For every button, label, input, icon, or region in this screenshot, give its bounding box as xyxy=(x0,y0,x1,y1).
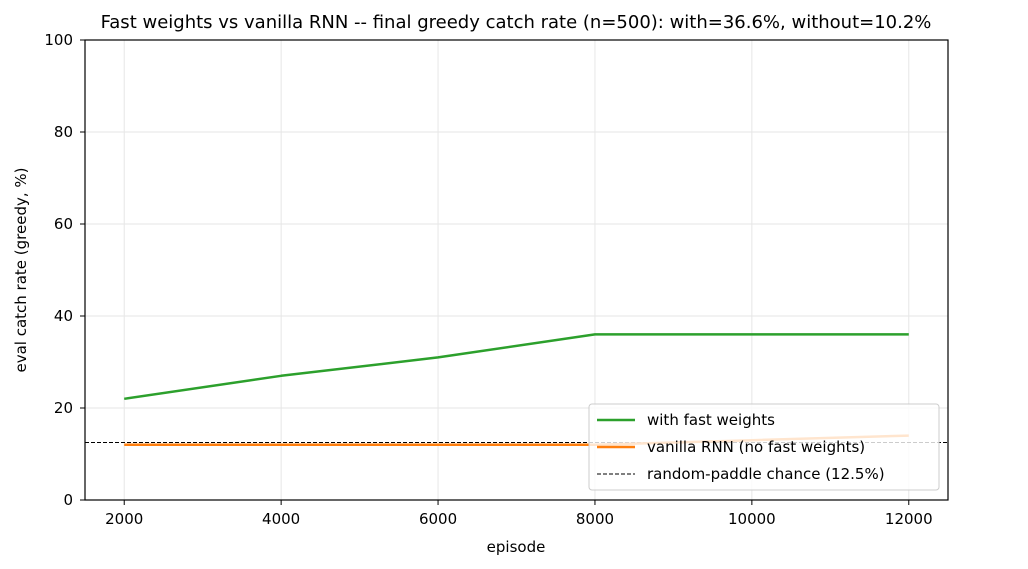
y-tick-label: 100 xyxy=(44,31,73,49)
x-axis-label: episode xyxy=(487,538,546,556)
legend: with fast weights vanilla RNN (no fast we… xyxy=(588,403,940,491)
y-tick-label: 60 xyxy=(54,215,73,233)
x-tick-label: 10000 xyxy=(728,510,776,528)
series-line-0 xyxy=(124,333,909,401)
y-tick-label: 0 xyxy=(63,491,73,509)
plot-frame xyxy=(84,39,949,501)
legend-label-1: vanilla RNN (no fast weights) xyxy=(647,438,865,456)
y-axis-label: eval catch rate (greedy, %) xyxy=(12,167,30,372)
x-axis: 2000 4000 6000 8000 10000 12000 xyxy=(105,500,933,528)
y-tick-label: 80 xyxy=(54,123,73,141)
y-axis: 0 20 40 60 80 100 xyxy=(44,31,85,509)
x-tick-label: 4000 xyxy=(262,510,300,528)
legend-label-2: random-paddle chance (12.5%) xyxy=(647,465,885,483)
x-tick-label: 8000 xyxy=(576,510,614,528)
x-tick-label: 6000 xyxy=(419,510,457,528)
legend-box xyxy=(588,403,940,491)
y-tick-label: 20 xyxy=(54,399,73,417)
legend-label-0: with fast weights xyxy=(647,411,775,429)
x-tick-label: 12000 xyxy=(885,510,933,528)
y-tick-label: 40 xyxy=(54,307,73,325)
chart-title: Fast weights vs vanilla RNN -- final gre… xyxy=(101,12,932,33)
x-tick-label: 2000 xyxy=(105,510,143,528)
